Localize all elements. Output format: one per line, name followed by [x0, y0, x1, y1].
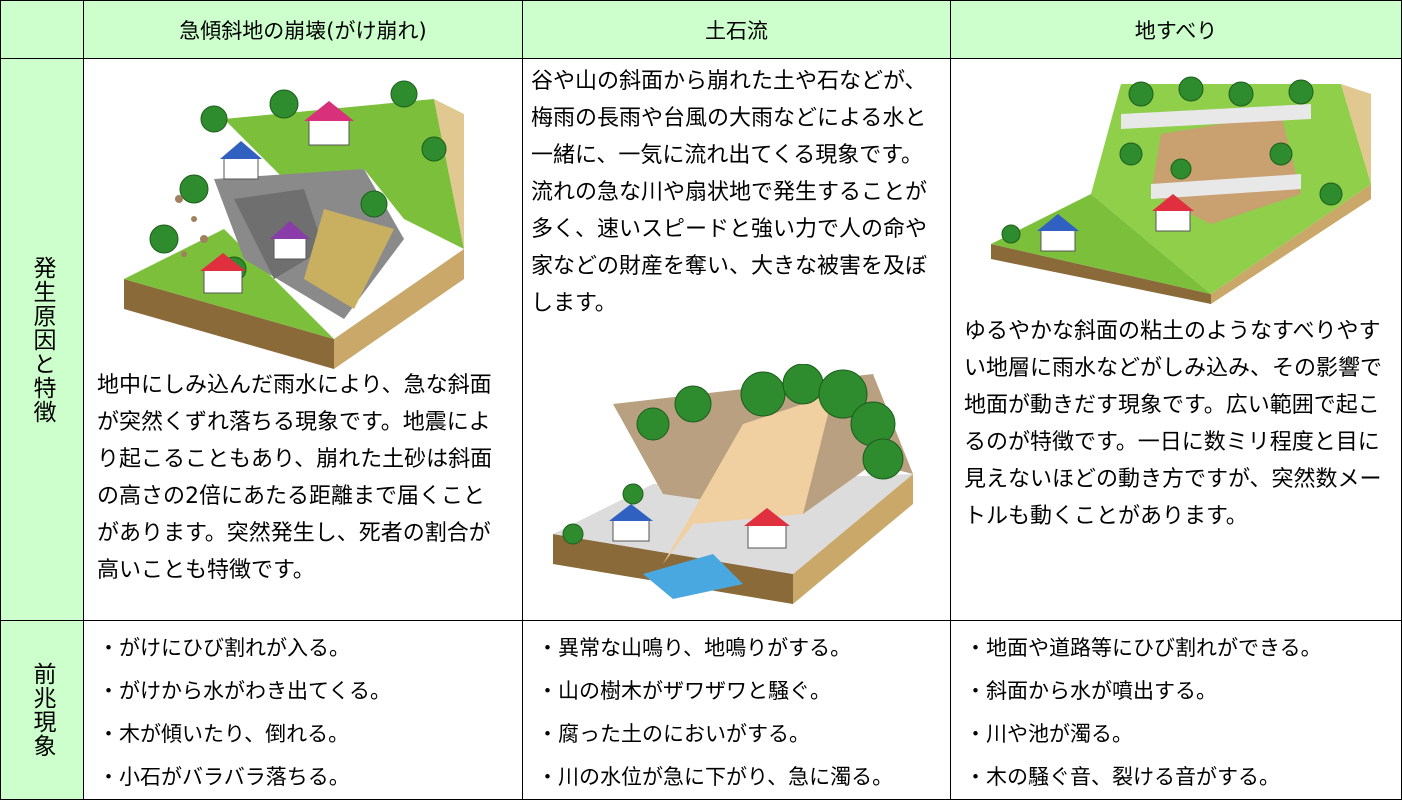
cell: ・がけにひび割れが入る。・がけから水がわき出てくる。 ・木が傾いたり、倒れる。 ・小… [83, 620, 523, 800]
sign-item: ・地面や道路等にひび割れができる。 [965, 636, 1322, 660]
cell: ゆるやかな斜面の粘土のようなすべりやすい地層に雨水などがしみ込み、その影響で地面… [950, 58, 1402, 621]
sign-item: ・山の樹木がザワザワと騒ぐ。 [537, 679, 831, 703]
sign-item: ・川や池が濁る。 [965, 722, 1133, 746]
corner-cell [0, 0, 84, 59]
illustration-landslide [991, 76, 1371, 304]
illustration-debris-flow [553, 364, 913, 604]
description: 谷や山の斜面から崩れた土や石などが、梅雨の長雨や台風の大雨などによる水と一緒に、… [531, 69, 928, 316]
header-text: 急傾斜地の崩壊(がけ崩れ) [179, 18, 427, 43]
sign-item: ・木が傾いたり、倒れる。 [98, 722, 350, 746]
cell: ・地面や道路等にひび割れができる。 ・斜面から水が噴出する。 ・川や池が濁る。・木の… [950, 620, 1402, 800]
sign-item: ・がけから水がわき出てくる。 [98, 679, 391, 703]
description: ゆるやかな斜面の粘土のようなすべりやすい地層に雨水などがしみ込み、その影響で地面… [964, 319, 1383, 529]
cell: 地中にしみ込んだ雨水により、急な斜面が突然くずれ落ちる現象です。地震により起こる… [83, 58, 523, 621]
cell: ・異常な山鳴り、地鳴りがする。 ・山の樹木がザワザワと騒ぐ。 ・腐った土のにおいがす… [522, 620, 951, 800]
sign-item: ・異常な山鳴り、地鳴りがする。 [537, 636, 852, 660]
row-label: 発生原因と特徴 [0, 58, 84, 621]
sign-list: ・地面や道路等にひび割れができる。 ・斜面から水が噴出する。 ・川や池が濁る。・木の… [965, 627, 1322, 799]
header-cell: 土石流 [522, 0, 951, 59]
header-cell: 地すべり [950, 0, 1402, 59]
header-cell: 急傾斜地の崩壊(がけ崩れ) [83, 0, 523, 59]
sign-item: ・川の水位が急に下がり、急に濁る。 [537, 765, 894, 789]
description: 地中にしみ込んだ雨水により、急な斜面が突然くずれ落ちる現象です。地震により起こる… [97, 373, 493, 583]
header-text: 土石流 [705, 18, 768, 43]
sign-item: ・斜面から水が噴出する。 [965, 679, 1217, 703]
sign-item: ・小石がバラバラ落ちる。 [98, 765, 350, 789]
sign-item: ・腐った土のにおいがする。 [537, 722, 810, 746]
illustration-cliff [124, 80, 464, 369]
row-label-text: 前兆現象 [29, 662, 55, 758]
sign-list: ・がけにひび割れが入る。・がけから水がわき出てくる。 ・木が傾いたり、倒れる。 ・小… [98, 627, 391, 799]
sign-item: ・木の騒ぐ音、裂ける音がする。 [965, 765, 1280, 789]
sign-list: ・異常な山鳴り、地鳴りがする。 ・山の樹木がザワザワと騒ぐ。 ・腐った土のにおいがす… [537, 627, 893, 799]
header-text: 地すべり [1134, 18, 1218, 43]
row-label-text: 発生原因と特徴 [29, 255, 55, 424]
cell: 谷や山の斜面から崩れた土や石などが、梅雨の長雨や台風の大雨などによる水と一緒に、… [522, 58, 951, 621]
sign-item: ・がけにひび割れが入る。 [98, 636, 350, 660]
row-label: 前兆現象 [0, 620, 84, 800]
